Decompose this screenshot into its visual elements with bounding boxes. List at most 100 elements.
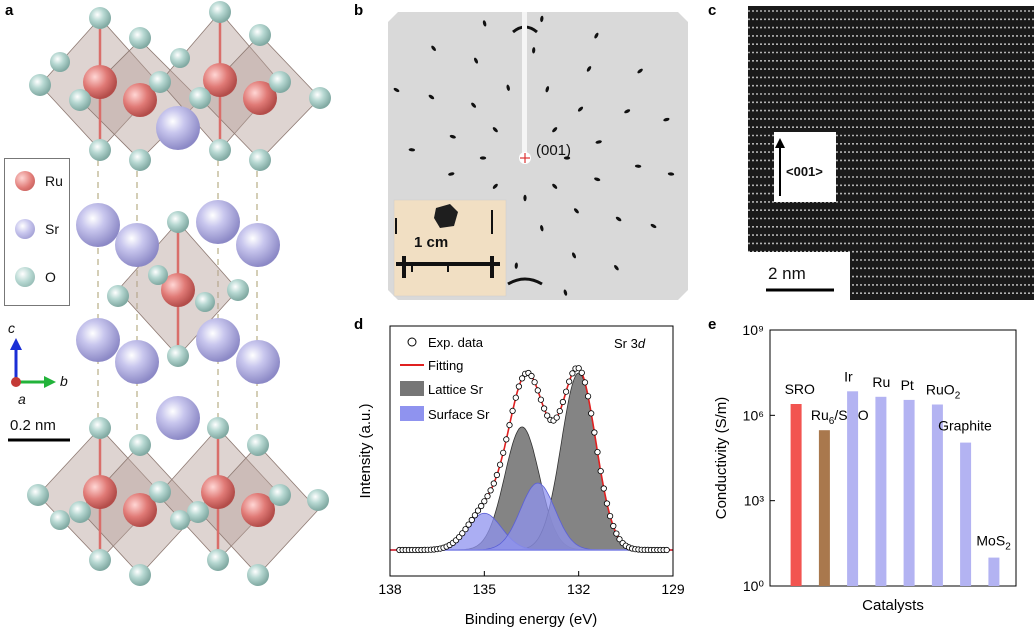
diffraction-spot: [586, 66, 592, 72]
diffraction-spot: [449, 134, 456, 139]
diffraction-arc: [507, 277, 543, 286]
exp-data-point: [610, 522, 617, 530]
diffraction-spot: [594, 177, 601, 182]
exp-data-point: [613, 530, 620, 537]
inset-photo: [393, 199, 507, 297]
legend-surface-label: Surface Sr: [428, 407, 490, 422]
exp-data-point: [544, 412, 551, 419]
diffraction-spot: [563, 156, 571, 160]
exp-data-point: [484, 493, 491, 500]
diffraction-spot: [650, 223, 657, 229]
diffraction-spot: [479, 156, 487, 160]
diffraction-spot: [408, 148, 416, 152]
diffraction-spot: [615, 216, 622, 222]
diffraction-spot: [540, 15, 544, 23]
stem-image: [748, 6, 1034, 300]
diffraction-spot: [614, 264, 619, 271]
exp-data-point: [506, 422, 513, 429]
xps-ticks: 138 135 132 129: [378, 571, 685, 597]
atom-legend: Ru Sr O: [4, 158, 70, 306]
exp-data-point: [566, 378, 573, 385]
exp-data-point: [519, 375, 526, 382]
bar-ruo2: [931, 404, 943, 586]
legend-o: O: [15, 267, 56, 287]
bar-graphite: [960, 442, 972, 586]
diffraction-spot: [637, 68, 643, 74]
legend-ru: Ru: [15, 171, 63, 191]
bar-label: Pt: [901, 377, 914, 393]
x-tick-label: 129: [661, 581, 685, 597]
xps-annotation-italic: d: [638, 336, 646, 351]
diffraction-spot: [532, 47, 536, 54]
conductivity-xlabel: Catalysts: [862, 597, 924, 614]
bar-label: MoS2: [976, 533, 1011, 553]
exp-data-point: [569, 370, 576, 377]
exp-data-point: [600, 485, 607, 492]
diffraction-spot: [552, 127, 558, 133]
bar-pt: [903, 399, 915, 586]
legend-surface-swatch: [400, 406, 424, 421]
bar-label: Ru: [872, 374, 890, 390]
diffraction-spot: [540, 225, 544, 232]
direction-001-label: <001>: [786, 164, 823, 179]
x-tick-label: 138: [378, 581, 402, 597]
diffraction-spot: [482, 20, 487, 27]
sr-ball-icon: [15, 219, 35, 239]
diffraction-spot: [523, 194, 527, 202]
exp-data-point: [509, 407, 516, 415]
conductivity-ticks: 10⁰ 10³ 10⁶ 10⁹: [742, 322, 775, 594]
legend-exp-label: Exp. data: [428, 335, 484, 350]
scale-bar-a-label: 0.2 nm: [10, 417, 56, 434]
exp-data-point: [487, 487, 494, 494]
legend-ru-label: Ru: [45, 173, 63, 189]
exp-data-point: [468, 516, 475, 524]
spot-001-label: (001): [536, 142, 572, 159]
exp-data-point: [616, 536, 623, 543]
diffraction-spot: [492, 127, 498, 133]
diffraction-spot: [428, 94, 435, 100]
exp-data-point: [474, 507, 482, 514]
x-tick-label: 135: [473, 581, 497, 597]
exp-data-point: [515, 383, 522, 390]
legend-fit-label: Fitting: [428, 358, 463, 373]
exp-data-point: [490, 480, 497, 487]
legend-lattice-swatch: [400, 381, 424, 396]
exp-data-point: [537, 396, 544, 403]
exp-data-point: [553, 414, 560, 421]
exp-data-point: [497, 461, 504, 468]
xps-ylabel: Intensity (a.u.): [357, 403, 374, 498]
crystal-structure: [8, 1, 331, 586]
bar-ir: [847, 391, 859, 586]
bar-label: SRO: [785, 381, 815, 397]
diffraction-spot: [514, 262, 518, 269]
exp-data-point: [597, 468, 604, 475]
diffraction-spot: [393, 87, 400, 93]
bar-label: Ru6/SRO: [811, 407, 869, 427]
exp-data-point: [534, 387, 541, 394]
diffraction-spot: [545, 86, 550, 93]
xps-annotation: Sr 3d: [614, 336, 646, 351]
exp-data-point: [606, 513, 614, 520]
diffraction-spot: [431, 45, 436, 52]
sr-atoms: [76, 106, 280, 440]
exp-data-point: [578, 369, 585, 376]
exp-data-point: [585, 393, 592, 400]
panel-a-label: a: [5, 2, 14, 19]
exp-data-point: [588, 410, 595, 417]
axis-a-label: a: [18, 391, 26, 407]
bar-sro: [790, 404, 802, 586]
y-tick-label: 10⁶: [743, 407, 764, 423]
exp-data-point: [563, 388, 570, 395]
legend-exp-marker: [407, 337, 417, 347]
exp-data-point: [603, 500, 611, 507]
diffraction-spot: [667, 172, 675, 176]
exp-data-point: [581, 379, 589, 386]
exp-data-point: [541, 405, 548, 412]
panel-c-label: c: [708, 2, 717, 19]
diffraction-spot: [634, 164, 642, 168]
axis-b-label: b: [60, 373, 68, 389]
exp-data-point: [556, 408, 563, 415]
exp-data-point: [493, 471, 500, 479]
bar-label: Graphite: [938, 418, 992, 434]
